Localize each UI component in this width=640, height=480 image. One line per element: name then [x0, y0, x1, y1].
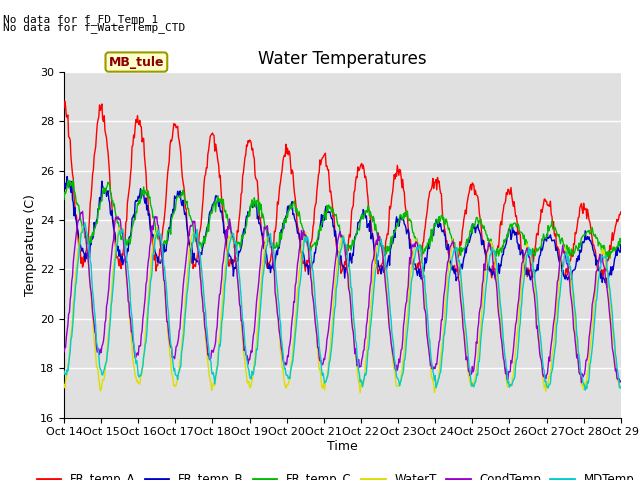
- Legend: FR_temp_A, FR_temp_B, FR_temp_C, WaterT, CondTemp, MDTemp_A: FR_temp_A, FR_temp_B, FR_temp_C, WaterT,…: [32, 468, 640, 480]
- Text: No data for f_WaterTemp_CTD: No data for f_WaterTemp_CTD: [3, 22, 186, 33]
- X-axis label: Time: Time: [327, 440, 358, 453]
- Text: MB_tule: MB_tule: [109, 56, 164, 69]
- Text: No data for f_FD_Temp_1: No data for f_FD_Temp_1: [3, 14, 159, 25]
- Title: Water Temperatures: Water Temperatures: [258, 49, 427, 68]
- Y-axis label: Temperature (C): Temperature (C): [24, 194, 37, 296]
